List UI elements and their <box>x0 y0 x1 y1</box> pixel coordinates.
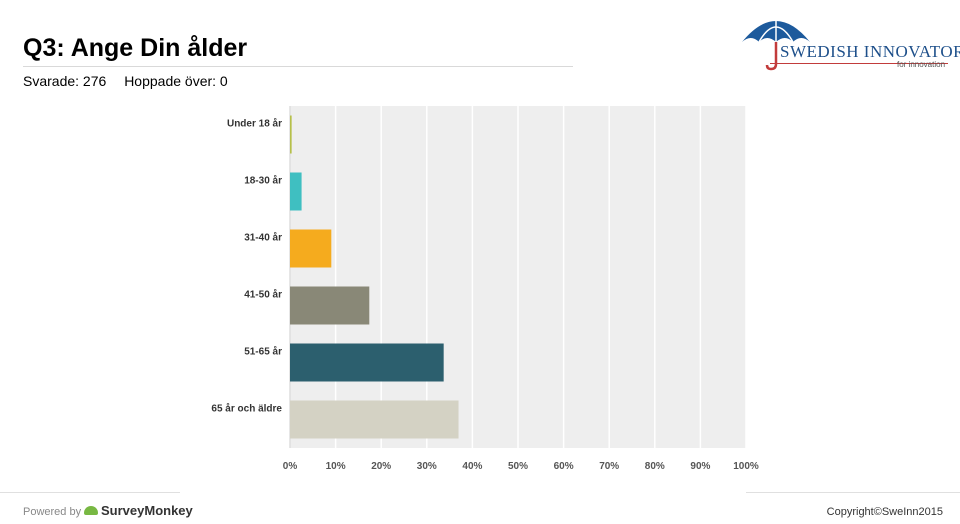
x-tick-label: 30% <box>417 461 437 472</box>
answered-count: Svarade: 276 <box>23 73 107 89</box>
x-tick-label: 70% <box>599 461 619 472</box>
category-label: 51-65 år <box>244 346 282 358</box>
bar <box>290 400 459 439</box>
question-title: Q3: Ange Din ålder <box>23 34 248 62</box>
umbrella-icon <box>742 8 810 71</box>
x-tick-label: 10% <box>326 461 346 472</box>
category-label: Under 18 år <box>227 118 282 130</box>
bar <box>290 343 444 382</box>
response-summary: Svarade: 276 Hoppade över: 0 <box>23 73 242 89</box>
x-tick-label: 80% <box>645 461 665 472</box>
bar <box>290 172 302 211</box>
surveymonkey-mark-icon <box>84 506 98 516</box>
category-label: 65 år och äldre <box>211 403 282 415</box>
x-tick-label: 0% <box>283 461 298 472</box>
bar <box>290 229 332 268</box>
surveymonkey-logo: SurveyMonkey <box>84 503 193 518</box>
logo-underline <box>770 63 948 64</box>
x-tick-label: 40% <box>462 461 482 472</box>
category-label: 41-50 år <box>244 289 282 301</box>
logo-tagline: for innovation <box>897 60 946 69</box>
x-tick-label: 100% <box>733 461 759 472</box>
x-tick-label: 60% <box>554 461 574 472</box>
logo-wordmark: SWEDISH INNOVATORS <box>780 42 960 61</box>
x-tick-label: 20% <box>371 461 391 472</box>
bar <box>290 286 370 325</box>
footer-divider-left <box>0 492 180 493</box>
bar <box>290 115 292 154</box>
x-tick-label: 50% <box>508 461 528 472</box>
footer-divider-right <box>746 492 960 493</box>
category-label: 18-30 år <box>244 175 282 187</box>
copyright-text: Copyright©SweInn2015 <box>826 506 943 518</box>
category-label: 31-40 år <box>244 232 282 244</box>
surveymonkey-wordmark: SurveyMonkey <box>101 503 193 518</box>
x-tick-label: 90% <box>690 461 710 472</box>
skipped-count: Hoppade över: 0 <box>124 73 228 89</box>
title-divider <box>23 66 573 67</box>
powered-by-label: Powered by <box>23 506 82 518</box>
